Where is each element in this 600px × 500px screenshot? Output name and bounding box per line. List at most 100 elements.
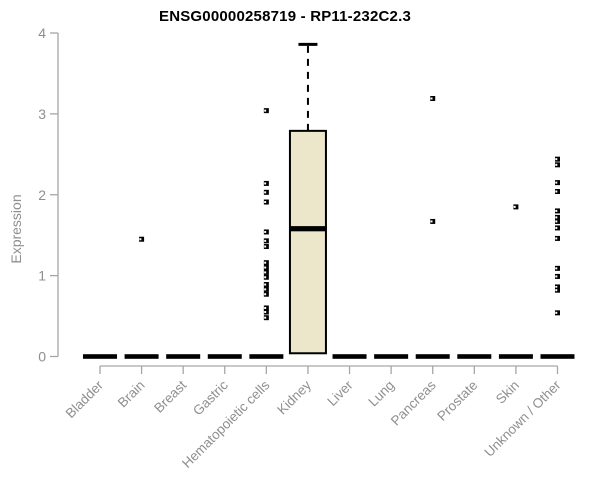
outlier-point-notch bbox=[264, 261, 267, 264]
y-tick-label: 1 bbox=[38, 268, 46, 284]
chart-title: ENSG00000258719 - RP11-232C2.3 bbox=[158, 8, 411, 25]
outlier-point bbox=[263, 244, 269, 250]
outlier-point-notch bbox=[555, 237, 558, 240]
outlier-point-notch bbox=[264, 276, 267, 279]
outlier-point-notch bbox=[264, 283, 267, 286]
outlier-point-notch bbox=[555, 267, 558, 270]
outlier-point bbox=[554, 265, 560, 271]
y-axis-label: Expression bbox=[8, 194, 24, 264]
outlier-point-notch bbox=[264, 271, 267, 274]
outlier-point-notch bbox=[555, 190, 558, 193]
outlier-point bbox=[554, 273, 560, 279]
outlier-point-notch bbox=[555, 226, 558, 229]
outlier-point-notch bbox=[555, 158, 558, 161]
x-tick-label: Unknown / Other bbox=[481, 377, 564, 460]
outlier-point-notch bbox=[264, 306, 267, 309]
collapsed-box-6 bbox=[332, 354, 367, 359]
collapsed-box-9 bbox=[457, 354, 492, 359]
outlier-point-notch bbox=[555, 275, 558, 278]
outlier-point-notch bbox=[264, 230, 267, 233]
outlier-point bbox=[554, 235, 560, 241]
outlier-point bbox=[263, 180, 269, 186]
outlier-point-notch bbox=[555, 163, 558, 166]
outlier-point-notch bbox=[555, 216, 558, 219]
outlier-point-notch bbox=[264, 109, 267, 112]
outlier-point-notch bbox=[264, 266, 267, 269]
outlier-point bbox=[139, 236, 145, 242]
outlier-point-notch bbox=[555, 285, 558, 288]
collapsed-box-8 bbox=[415, 354, 450, 359]
collapsed-box-1 bbox=[124, 354, 159, 359]
outlier-point bbox=[554, 218, 560, 224]
x-tick-label: Pancreas bbox=[388, 377, 439, 428]
outlier-point bbox=[263, 309, 269, 315]
outlier-point bbox=[263, 269, 269, 275]
collapsed-box-2 bbox=[166, 354, 201, 359]
outlier-point bbox=[263, 315, 269, 321]
outlier-point-notch bbox=[513, 205, 516, 208]
collapsed-box-10 bbox=[498, 354, 533, 359]
outlier-point-notch bbox=[139, 238, 142, 241]
y-tick-label: 0 bbox=[38, 349, 46, 365]
outlier-point-notch bbox=[264, 239, 267, 242]
outlier-point bbox=[263, 274, 269, 280]
outlier-point bbox=[554, 180, 560, 186]
outlier-point-notch bbox=[430, 97, 433, 100]
outlier-point-notch bbox=[555, 311, 558, 314]
outlier-point bbox=[263, 282, 269, 288]
outlier-point bbox=[554, 214, 560, 220]
outlier-point bbox=[263, 108, 269, 114]
outlier-point bbox=[554, 208, 560, 214]
outlier-point bbox=[263, 286, 269, 292]
collapsed-box-3 bbox=[207, 354, 242, 359]
median-line bbox=[289, 226, 326, 232]
outlier-point-notch bbox=[555, 220, 558, 223]
outlier-point-notch bbox=[555, 209, 558, 212]
collapsed-box-4 bbox=[249, 354, 284, 359]
outlier-point bbox=[554, 156, 560, 162]
x-tick-label: Prostate bbox=[434, 378, 480, 424]
y-tick-label: 3 bbox=[38, 106, 46, 122]
outlier-point-notch bbox=[264, 245, 267, 248]
box-5 bbox=[288, 129, 327, 355]
outlier-point bbox=[554, 310, 560, 316]
outlier-point-notch bbox=[555, 181, 558, 184]
x-tick-label: Brain bbox=[115, 378, 148, 411]
x-tick-label: Kidney bbox=[274, 377, 314, 417]
outlier-point-notch bbox=[555, 289, 558, 292]
outlier-point-notch bbox=[430, 220, 433, 223]
collapsed-box-7 bbox=[374, 354, 409, 359]
outlier-point bbox=[513, 204, 519, 210]
collapsed-box-11 bbox=[540, 354, 575, 359]
outlier-point-notch bbox=[264, 191, 267, 194]
outlier-point-notch bbox=[264, 201, 267, 204]
x-tick-label: Skin bbox=[493, 378, 522, 407]
outlier-point bbox=[263, 305, 269, 311]
y-tick-label: 2 bbox=[38, 187, 46, 203]
collapsed-box-0 bbox=[83, 354, 117, 359]
x-tick-label: Breast bbox=[151, 377, 189, 415]
outlier-point bbox=[263, 189, 269, 195]
outlier-point-notch bbox=[264, 316, 267, 319]
y-tick-label: 4 bbox=[38, 25, 46, 41]
outlier-point-notch bbox=[264, 293, 267, 296]
outlier-point bbox=[263, 199, 269, 205]
outlier-point-notch bbox=[264, 182, 267, 185]
x-tick-label: Lung bbox=[365, 378, 397, 410]
outlier-point bbox=[554, 162, 560, 168]
outlier-point bbox=[263, 291, 269, 297]
outlier-point-notch bbox=[264, 311, 267, 314]
x-tick-label: Liver bbox=[324, 377, 356, 409]
outlier-point bbox=[263, 265, 269, 271]
outlier-point bbox=[263, 238, 269, 244]
outlier-point bbox=[554, 284, 560, 290]
outlier-point bbox=[430, 96, 436, 102]
outlier-point-notch bbox=[264, 288, 267, 291]
outlier-point bbox=[554, 287, 560, 293]
x-tick-label: Gastric bbox=[190, 377, 231, 418]
outlier-point bbox=[430, 218, 436, 224]
outlier-point bbox=[263, 260, 269, 266]
outlier-point bbox=[263, 229, 269, 235]
